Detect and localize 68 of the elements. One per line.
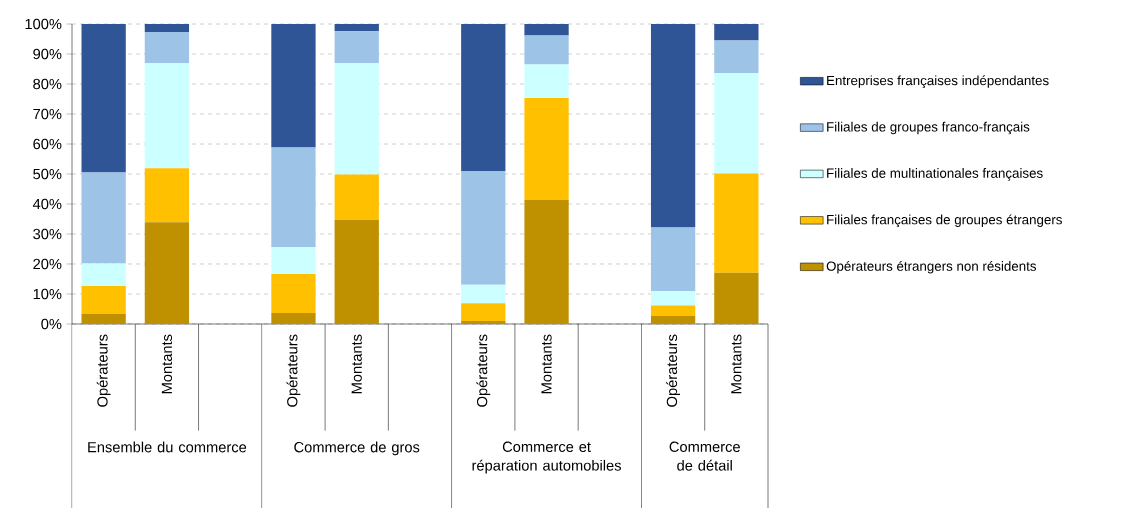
bar	[714, 73, 759, 174]
bar	[650, 305, 696, 316]
bar	[144, 32, 190, 64]
legend-label: Filiales de groupes franco-français	[827, 121, 1030, 135]
bar	[271, 24, 316, 148]
legend-label: Opérateurs étrangers non résidents	[826, 260, 1037, 274]
bar	[144, 24, 190, 33]
x-tick-label: Montants	[351, 334, 362, 394]
x-tick-label: Montants	[731, 334, 742, 394]
bar	[144, 222, 190, 324]
y-tick-label: 40%	[32, 198, 62, 210]
y-tick-label: 100%	[25, 18, 62, 30]
y-tick-label: 30%	[33, 228, 62, 240]
bar	[81, 285, 126, 315]
bar	[524, 24, 569, 36]
y-tick-label: 90%	[33, 48, 62, 60]
bar	[334, 174, 379, 220]
bar	[144, 168, 190, 223]
x-tick-label: Opérateurs	[476, 334, 491, 407]
bar	[461, 24, 506, 171]
x-tick-label: Opérateurs	[666, 334, 681, 407]
bar	[334, 63, 379, 175]
bar	[334, 24, 379, 32]
x-tick-label: Montants	[161, 334, 173, 394]
bar	[81, 263, 126, 286]
legend-label: Entreprises françaises indépendantes	[827, 75, 1049, 88]
bar	[334, 219, 379, 324]
y-tick-label: 70%	[33, 108, 62, 120]
legend-label: Filiales de multinationales françaises	[827, 168, 1043, 181]
bar	[650, 227, 696, 291]
bar	[81, 24, 126, 173]
bar	[714, 173, 759, 273]
bar	[461, 303, 506, 321]
y-tick-label: 20%	[33, 258, 62, 270]
bar	[461, 321, 506, 324]
bar	[714, 272, 759, 324]
bar	[271, 273, 316, 313]
text: Commerce de gros	[294, 441, 420, 456]
bar	[461, 284, 506, 304]
bar	[144, 63, 190, 169]
y-tick-label: 10%	[33, 288, 62, 300]
bar	[81, 172, 126, 264]
y-tick-label: 60%	[33, 138, 62, 150]
text: Ensemble du commerce	[88, 441, 247, 453]
bar	[271, 246, 316, 274]
bar	[524, 35, 569, 65]
bar	[81, 314, 126, 324]
bar	[714, 24, 759, 41]
x-tick-label: Opérateurs	[286, 334, 301, 407]
bar	[650, 315, 696, 324]
bar	[524, 98, 569, 200]
y-tick-label: 0%	[41, 318, 62, 330]
bar	[271, 147, 316, 247]
bar	[650, 24, 696, 228]
x-tick-label: Opérateurs	[96, 334, 111, 407]
bar	[524, 199, 569, 324]
x-tick-label: Montants	[541, 334, 552, 394]
text: Commerce de détail	[669, 441, 740, 471]
bar	[334, 31, 379, 64]
y-tick-label: 80%	[33, 78, 62, 90]
bar	[714, 40, 759, 74]
bar	[524, 64, 569, 99]
legend-label: Filiales françaises de groupes étrangers	[827, 214, 1062, 228]
text: Commerce et réparation automobiles	[472, 441, 621, 474]
bar	[271, 312, 316, 324]
y-tick-label: 50%	[33, 168, 62, 180]
bar	[650, 291, 696, 306]
bar	[461, 171, 506, 285]
